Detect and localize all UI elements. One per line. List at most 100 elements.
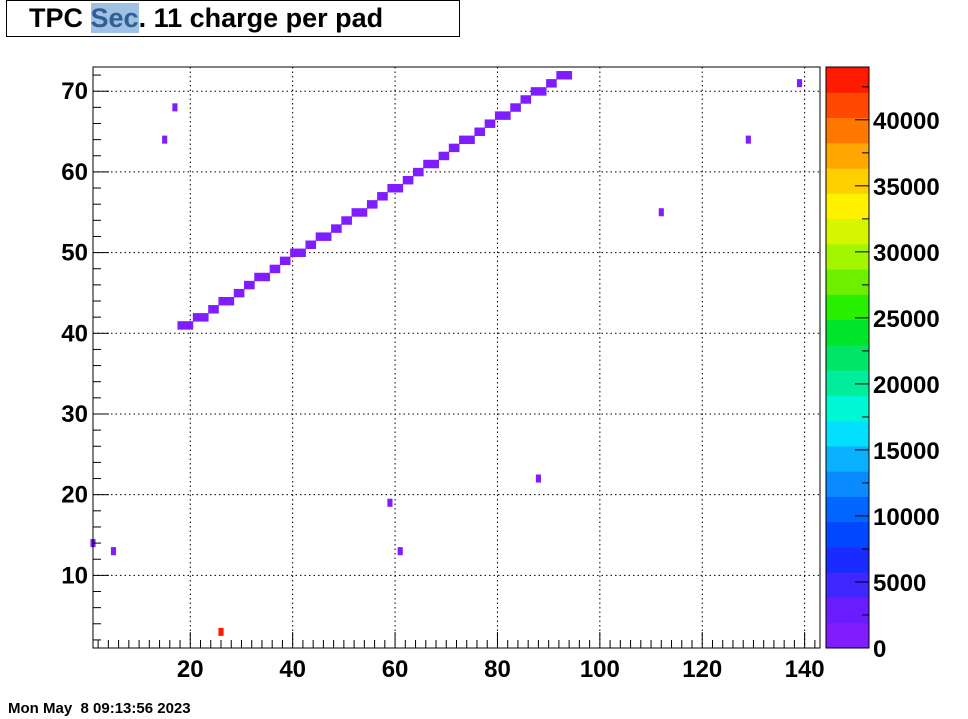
palette-segment (826, 218, 869, 245)
track-cell (284, 256, 291, 266)
track-cell (290, 248, 296, 258)
track-cell (520, 95, 527, 104)
chart-title-box: TPC Sec. 11 charge per pad (6, 0, 460, 37)
x-tick-label: 140 (785, 656, 825, 683)
track-cell (325, 232, 332, 241)
track-cell (315, 232, 322, 241)
track-cell (551, 79, 557, 88)
track-cell (351, 208, 358, 217)
track-cell (254, 272, 260, 282)
track-cell (366, 200, 373, 209)
palette-segment (826, 67, 869, 93)
palette-segment (826, 344, 869, 371)
track-cell (305, 240, 311, 249)
track-cell (459, 135, 465, 145)
x-tick-label: 120 (682, 656, 722, 683)
track-cell (274, 264, 281, 274)
track-cell (320, 232, 327, 241)
plot-area (93, 67, 820, 648)
track-cell (453, 143, 460, 153)
track-cell (387, 184, 393, 193)
track-cell (233, 288, 240, 298)
z-tick-label: 30000 (873, 240, 940, 267)
palette-frame (825, 66, 870, 649)
x-tick-label: 100 (580, 656, 620, 683)
palette-segment (826, 142, 869, 169)
track-cell (561, 71, 567, 80)
track-cell (269, 264, 276, 274)
hit-cell (387, 498, 393, 507)
y-tick-label: 30 (61, 401, 88, 428)
hit-cell (535, 474, 541, 483)
track-cell (218, 296, 224, 306)
track-cell (556, 71, 562, 80)
track-cell (494, 111, 501, 120)
track-cell (433, 159, 439, 169)
track-cell (448, 143, 455, 153)
track-cell (525, 95, 532, 104)
track-cell (428, 159, 434, 169)
track-cell (464, 135, 470, 145)
track-cell (203, 313, 209, 322)
track-cell (489, 119, 496, 128)
palette-segment (826, 496, 869, 523)
track-cell (540, 87, 547, 96)
track-cell (356, 208, 363, 217)
track-cell (279, 256, 286, 266)
y-tick-label: 50 (61, 240, 88, 267)
track-cell (438, 151, 445, 161)
track-cell (500, 111, 506, 120)
palette-segment (826, 521, 869, 548)
track-cell (515, 103, 521, 112)
track-cell (469, 135, 475, 145)
track-cell (346, 216, 352, 225)
hit-cell (397, 547, 403, 556)
z-tick-label: 20000 (873, 372, 940, 399)
palette-segment (826, 92, 869, 119)
x-tick-label: 40 (279, 656, 306, 683)
track-cell (361, 208, 368, 217)
track-cell (223, 296, 230, 306)
track-cell (336, 224, 342, 233)
y-tick-label: 40 (61, 320, 88, 347)
track-cell (213, 305, 219, 314)
track-cell (423, 159, 429, 169)
track-cell (546, 79, 552, 88)
track-cell (238, 288, 245, 298)
track-cell (377, 192, 383, 201)
track-cell (310, 240, 317, 249)
x-tick-label: 80 (484, 656, 511, 683)
hit-cell (172, 103, 178, 112)
hit-cell (745, 135, 751, 144)
z-tick-label: 15000 (873, 438, 940, 465)
y-tick-label: 60 (61, 159, 88, 186)
palette-segment (826, 243, 869, 270)
track-cell (249, 280, 255, 290)
palette-segment (826, 471, 869, 497)
chart-title-suffix: . 11 charge per pad (138, 3, 384, 33)
track-cell (479, 127, 486, 136)
chart-title-selected-text: Sec (90, 3, 139, 33)
track-cell (372, 200, 378, 209)
track-cell (264, 272, 271, 282)
track-cell (412, 167, 419, 177)
track-cell (182, 321, 189, 330)
track-cell (382, 192, 388, 201)
palette-segment (826, 294, 869, 321)
palette-segment (826, 622, 869, 649)
palette-segment (826, 193, 869, 220)
track-cell (530, 87, 537, 96)
palette-segment (826, 269, 869, 295)
hit-cell (658, 208, 664, 217)
track-cell (341, 216, 347, 225)
track-cell (300, 248, 306, 258)
track-cell (187, 321, 194, 330)
track-cell (505, 111, 511, 120)
track-cell (535, 87, 542, 96)
palette-segment (826, 546, 869, 573)
palette-segment (826, 395, 869, 422)
y-tick-label: 20 (61, 482, 88, 509)
palette-segment (826, 420, 869, 447)
z-tick-label: 5000 (873, 570, 926, 597)
hit-cell (218, 627, 224, 636)
